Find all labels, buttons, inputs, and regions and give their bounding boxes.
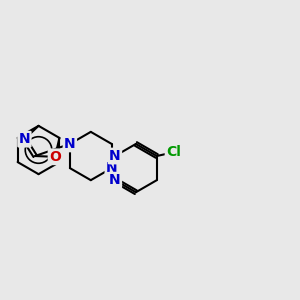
Text: N: N	[109, 173, 121, 187]
Text: O: O	[49, 150, 61, 164]
Text: Cl: Cl	[166, 145, 181, 159]
Text: N: N	[64, 137, 76, 151]
Text: N: N	[19, 132, 30, 146]
Text: N: N	[106, 161, 118, 175]
Text: N: N	[109, 149, 121, 163]
